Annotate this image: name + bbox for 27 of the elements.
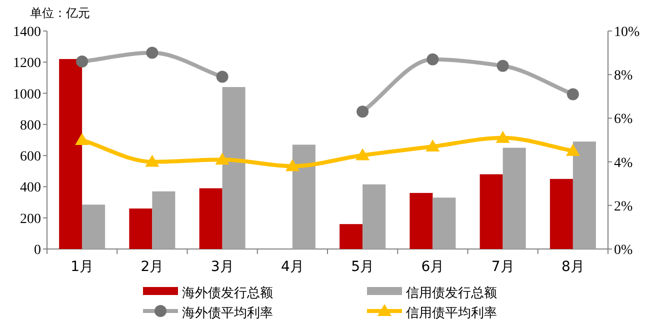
legend-label: 海外债发行总额 bbox=[182, 286, 273, 301]
y-tick: 0 bbox=[34, 243, 41, 258]
y-tick: 1200 bbox=[13, 56, 41, 72]
legend-label: 信用债发行总额 bbox=[406, 286, 497, 301]
x-tick: 5月 bbox=[351, 259, 374, 275]
y2-tick: 4% bbox=[614, 156, 633, 171]
y-tick: 800 bbox=[20, 118, 41, 134]
x-tick: 3月 bbox=[210, 259, 234, 275]
legend-label: 信用债平均利率 bbox=[406, 306, 497, 321]
y-tick: 400 bbox=[20, 180, 41, 196]
x-tick: 1月 bbox=[70, 259, 94, 275]
x-tick: 2月 bbox=[140, 259, 164, 275]
y2-tick: 2% bbox=[614, 199, 633, 214]
x-tick: 7月 bbox=[491, 259, 514, 275]
y2-tick: 8% bbox=[614, 68, 633, 84]
y-tick: 1000 bbox=[13, 87, 41, 102]
legend-label: 海外债平均利率 bbox=[182, 306, 273, 321]
x-tick: 4月 bbox=[280, 259, 304, 275]
y-tick: 1400 bbox=[13, 25, 41, 40]
y2-tick: 10% bbox=[614, 25, 640, 40]
y-tick: 600 bbox=[20, 150, 41, 165]
x-tick: 8月 bbox=[561, 259, 584, 275]
y-tick: 200 bbox=[20, 212, 41, 227]
y2-tick: 6% bbox=[614, 112, 633, 128]
y2-tick: 0% bbox=[614, 243, 633, 258]
x-tick: 6月 bbox=[421, 259, 444, 275]
ylabel: 单位：亿元 bbox=[30, 6, 90, 20]
